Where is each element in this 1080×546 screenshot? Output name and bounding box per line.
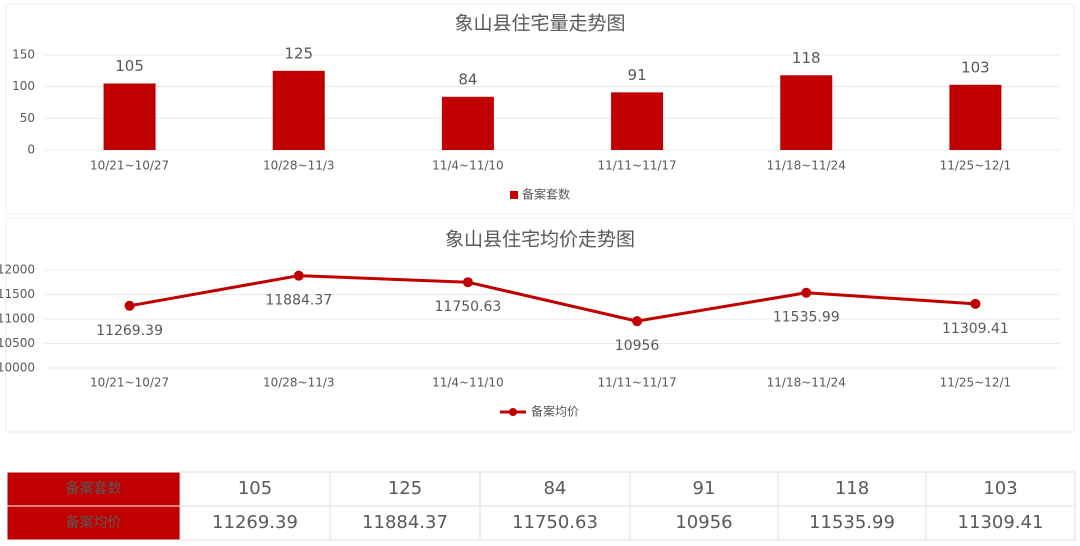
- y-tick-label: 11500: [0, 287, 35, 301]
- bar: [949, 84, 1002, 150]
- x-tick-label: 11/25~12/1: [940, 159, 1012, 173]
- line: [129, 274, 976, 323]
- legend-label: 备案均价: [531, 404, 579, 419]
- line-panel: [5, 217, 1075, 433]
- x-tick-label: 11/11~11/17: [597, 376, 676, 390]
- legend-label: 备案套数: [522, 187, 570, 202]
- point: [462, 277, 473, 288]
- table-row-label: 备案均价: [66, 514, 122, 531]
- table-cell: [329, 505, 481, 541]
- table-cell: [479, 505, 631, 541]
- data-label: 10956: [615, 338, 660, 354]
- table-cell: [179, 505, 331, 541]
- table-value: 11535.99: [809, 512, 895, 533]
- table-cell: [629, 505, 779, 541]
- point: [124, 300, 135, 311]
- x-tick-label: 10/21~10/27: [90, 376, 169, 390]
- table-header-cell: [6, 471, 181, 507]
- point: [632, 316, 643, 327]
- x-tick-label: 11/4~11/10: [432, 376, 504, 390]
- y-tick-label: 10500: [0, 336, 35, 350]
- table-value: 84: [544, 478, 567, 499]
- y-tick-label: 0: [27, 143, 35, 157]
- y-tick-label: 10000: [0, 361, 35, 375]
- bar: [272, 70, 325, 150]
- x-tick-label: 10/21~10/27: [90, 159, 169, 173]
- table-row-label: 备案套数: [66, 480, 122, 497]
- chart-title: 象山县住宅均价走势图: [445, 229, 635, 251]
- bar: [103, 83, 156, 150]
- x-tick-label: 10/28~11/3: [263, 159, 335, 173]
- table-value: 11269.39: [212, 512, 298, 533]
- table-value: 11750.63: [512, 512, 598, 533]
- table-cell: [925, 471, 1076, 507]
- table-value: 125: [388, 478, 422, 499]
- data-label: 118: [792, 49, 821, 67]
- table-value: 11309.41: [958, 512, 1044, 533]
- y-tick-label: 12000: [0, 263, 35, 277]
- x-tick-label: 11/11~11/17: [597, 159, 676, 173]
- y-tick-label: 11000: [0, 312, 35, 326]
- x-tick-label: 10/28~11/3: [263, 376, 335, 390]
- x-tick-label: 11/25~12/1: [940, 376, 1012, 390]
- table-value: 10956: [675, 512, 732, 533]
- table-value: 91: [693, 478, 716, 499]
- data-label: 103: [961, 58, 990, 76]
- y-tick-label: 50: [20, 111, 35, 125]
- table-cell: [629, 471, 779, 507]
- table-cell: [925, 505, 1076, 541]
- x-tick-label: 11/18~11/24: [767, 159, 846, 173]
- data-label: 105: [115, 57, 144, 75]
- table-value: 105: [238, 478, 272, 499]
- data-label: 11309.41: [942, 321, 1009, 337]
- bar: [780, 75, 833, 150]
- data-label: 91: [628, 66, 647, 84]
- table-cell: [479, 471, 631, 507]
- bar: [611, 92, 664, 150]
- legend-swatch: [510, 191, 518, 199]
- data-label: 125: [284, 44, 313, 62]
- y-tick-label: 100: [12, 79, 35, 93]
- chart-title: 象山县住宅量走势图: [454, 13, 625, 35]
- table-cell: [777, 505, 927, 541]
- x-tick-label: 11/18~11/24: [767, 376, 846, 390]
- point: [801, 287, 812, 298]
- table-value: 118: [835, 478, 869, 499]
- table-value: 103: [983, 478, 1017, 499]
- data-label: 11750.63: [435, 299, 502, 315]
- y-tick-label: 150: [12, 48, 35, 62]
- table-value: 11884.37: [362, 512, 448, 533]
- point: [970, 298, 981, 309]
- data-label: 11269.39: [96, 323, 163, 339]
- bar-panel: [5, 3, 1075, 215]
- point: [293, 270, 304, 281]
- bar: [441, 96, 494, 150]
- legend-marker: [509, 408, 517, 416]
- table-cell: [777, 471, 927, 507]
- table-header-cell: [6, 505, 181, 541]
- data-label: 84: [458, 70, 477, 88]
- x-tick-label: 11/4~11/10: [432, 159, 504, 173]
- data-label: 11884.37: [265, 293, 332, 309]
- table-cell: [329, 471, 481, 507]
- data-label: 11535.99: [773, 310, 840, 326]
